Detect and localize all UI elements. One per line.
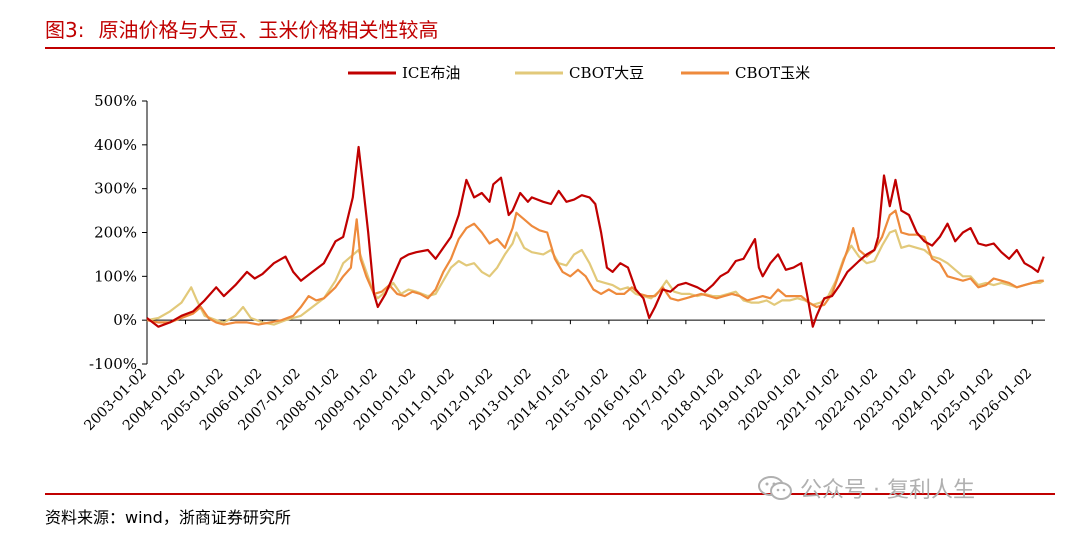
legend-label-2: CBOT玉米 [735, 64, 810, 82]
y-tick-label: -100% [89, 355, 137, 373]
title-rule [45, 47, 1055, 49]
series-line-2 [146, 209, 1044, 326]
y-tick-label: 0% [113, 311, 137, 329]
watermark: 公众号 · 复利人生 [758, 472, 975, 504]
legend-label-1: CBOT大豆 [569, 64, 644, 82]
y-tick-label: 300% [94, 180, 137, 198]
y-tick-label: 500% [94, 92, 137, 110]
y-tick-label: 200% [94, 224, 137, 242]
series-line-1 [146, 229, 1045, 326]
source-rule [45, 493, 1055, 495]
legend-label-0: ICE布油 [402, 64, 460, 82]
y-tick-label: 400% [94, 136, 137, 154]
watermark-text: 公众号 · 复利人生 [800, 478, 975, 503]
source-note: 资料来源：wind，浙商证券研究所 [45, 508, 291, 527]
y-tick-label: 100% [94, 267, 137, 285]
wechat-icon [758, 476, 792, 500]
figure-title: 图3: 原油价格与大豆、玉米价格相关性较高 [45, 14, 438, 43]
series-line-0 [146, 145, 1045, 328]
figure-number: 图3: [45, 18, 85, 42]
figure-title-text: 原油价格与大豆、玉米价格相关性较高 [98, 18, 439, 42]
